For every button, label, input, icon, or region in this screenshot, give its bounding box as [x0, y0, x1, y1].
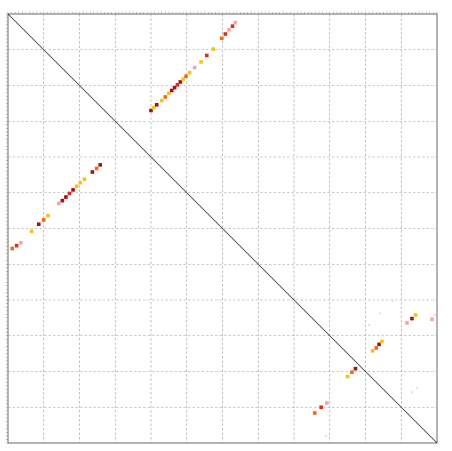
data-point-lower-arc-15 [82, 177, 87, 181]
data-point-upper-arc-7 [169, 88, 174, 93]
data-point-lower-right-14 [405, 321, 409, 325]
edge-tick-marks [5, 11, 438, 444]
data-point-lower-right-16 [413, 313, 418, 317]
data-point-lower-right-13 [391, 300, 394, 303]
data-point-lower-right-7 [370, 348, 375, 353]
data-point-lower-arc-3 [19, 241, 23, 245]
data-point-lower-right-1 [312, 411, 317, 415]
data-point-lower-right-9 [377, 342, 381, 347]
data-point-lower-arc-14 [78, 180, 83, 185]
data-point-upper-arc-11 [181, 77, 185, 81]
data-point-upper-arc-5 [163, 95, 168, 99]
data-point-upper-arc-22 [233, 20, 238, 25]
data-point-lower-right-8 [374, 346, 379, 350]
data-point-lower-arc-10 [64, 195, 68, 199]
data-point-upper-arc-19 [223, 32, 228, 36]
data-point-lower-arc-1 [10, 246, 15, 251]
data-point-lower-right-12 [378, 312, 381, 315]
data-point-upper-arc-1 [149, 108, 153, 113]
data-point-lower-right-18 [433, 314, 436, 317]
data-point-lower-right-10 [380, 339, 384, 344]
data-point-lower-arc-17 [94, 166, 99, 171]
data-point-upper-arc-12 [184, 74, 188, 79]
data-point-lower-arc-7 [46, 213, 50, 218]
data-points [10, 20, 436, 437]
data-point-upper-arc-9 [175, 82, 180, 87]
data-point-upper-arc-15 [199, 60, 203, 64]
data-point-upper-arc-10 [178, 80, 183, 84]
data-point-lower-right-2 [319, 405, 323, 410]
data-point-lower-arc-2 [14, 243, 19, 248]
data-point-lower-arc-16 [90, 170, 95, 174]
data-point-lower-arc-13 [74, 184, 79, 189]
data-point-lower-right-17 [430, 317, 434, 322]
data-point-lower-right-11 [368, 324, 371, 327]
data-point-lower-right-4 [345, 374, 350, 379]
data-point-upper-arc-3 [154, 103, 159, 107]
data-point-upper-arc-2 [152, 105, 156, 110]
data-point-lower-arc-4 [29, 229, 34, 234]
data-point-lower-arc-12 [71, 188, 75, 192]
data-point-upper-arc-6 [167, 91, 171, 96]
data-point-upper-arc-4 [159, 98, 164, 103]
data-point-lower-right-20 [415, 386, 418, 389]
data-point-lower-arc-5 [36, 222, 41, 227]
data-point-lower-arc-6 [41, 218, 46, 222]
data-point-upper-arc-17 [211, 47, 216, 51]
data-point-lower-right-5 [350, 370, 354, 375]
data-point-lower-arc-9 [60, 198, 65, 203]
diagonal-line [7, 13, 438, 444]
data-point-lower-arc-11 [67, 191, 72, 196]
data-point-upper-arc-21 [230, 24, 235, 28]
data-point-lower-right-3 [325, 401, 329, 405]
data-point-upper-arc-14 [192, 65, 197, 70]
data-point-lower-right-15 [410, 316, 414, 321]
data-point-upper-arc-13 [187, 70, 192, 75]
data-point-lower-arc-18 [98, 163, 103, 167]
data-point-lower-right-19 [410, 391, 413, 394]
data-point-upper-arc-8 [172, 85, 177, 90]
data-point-upper-arc-16 [204, 53, 209, 58]
data-point-upper-arc-18 [219, 36, 224, 41]
data-point-lower-arc-8 [56, 201, 61, 206]
data-point-upper-arc-20 [227, 27, 231, 32]
data-point-lower-right-21 [325, 434, 328, 437]
data-point-lower-right-6 [353, 366, 358, 371]
